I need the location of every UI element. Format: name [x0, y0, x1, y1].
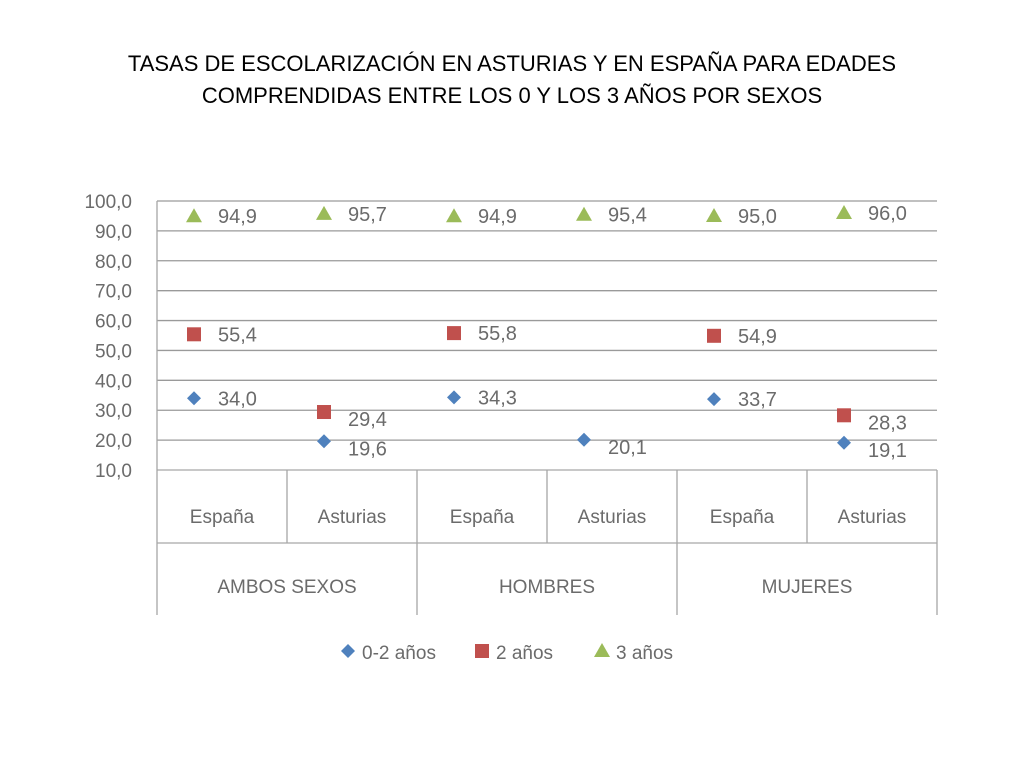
data-label: 94,9	[478, 206, 517, 228]
data-label: 28,3	[868, 412, 907, 434]
x-category-label: España	[710, 507, 775, 528]
data-point	[837, 435, 851, 450]
data-point	[447, 326, 461, 341]
x-group-label: AMBOS SEXOS	[217, 577, 356, 598]
data-label: 34,0	[218, 388, 257, 410]
data-label: 20,1	[608, 437, 647, 459]
y-tick-label: 60,0	[95, 312, 132, 333]
x-category-label: España	[450, 507, 515, 528]
y-tick-label: 90,0	[95, 222, 132, 243]
x-category-label: Asturias	[838, 507, 907, 528]
x-category-label: Asturias	[578, 507, 647, 528]
data-point	[317, 434, 331, 449]
y-tick-label: 80,0	[95, 252, 132, 273]
data-point	[836, 204, 852, 219]
data-point	[317, 405, 331, 420]
data-point	[316, 205, 332, 220]
y-tick-label: 70,0	[95, 282, 132, 303]
data-label: 95,4	[608, 205, 647, 227]
legend-marker	[594, 643, 610, 657]
data-point	[187, 391, 201, 406]
legend-entry: 3 años	[616, 643, 673, 664]
y-tick-label: 40,0	[95, 371, 132, 392]
data-label: 55,4	[218, 324, 257, 346]
data-point	[707, 392, 721, 407]
y-tick-label: 20,0	[95, 431, 132, 452]
data-label: 29,4	[348, 409, 387, 431]
y-tick-label: 50,0	[95, 341, 132, 362]
data-point	[186, 208, 202, 223]
data-point	[577, 432, 591, 447]
y-tick-label: 100,0	[84, 192, 132, 213]
data-point	[837, 408, 851, 423]
data-label: 19,1	[868, 440, 907, 462]
data-label: 34,3	[478, 387, 517, 409]
y-tick-label: 30,0	[95, 401, 132, 422]
data-point	[707, 328, 721, 343]
x-group-label: MUJERES	[762, 577, 853, 598]
data-point	[447, 390, 461, 405]
data-label: 95,0	[738, 206, 777, 228]
data-label: 19,6	[348, 438, 387, 460]
data-label: 95,7	[348, 204, 387, 226]
legend-marker	[475, 644, 489, 658]
legend-marker	[341, 644, 355, 658]
data-point	[706, 207, 722, 222]
data-label: 55,8	[478, 323, 517, 345]
data-label: 94,9	[218, 206, 257, 228]
legend-entry: 2 años	[496, 643, 553, 664]
x-category-label: España	[190, 507, 255, 528]
slide-title-line-1: TASAS DE ESCOLARIZACIÓN EN ASTURIAS Y EN…	[127, 51, 897, 76]
slide-title-line-2: COMPRENDIDAS ENTRE LOS 0 Y LOS 3 AÑOS PO…	[201, 83, 823, 108]
slide-title: TASAS DE ESCOLARIZACIÓN EN ASTURIAS Y EN…	[62, 48, 962, 112]
x-group-label: HOMBRES	[499, 577, 595, 598]
data-point	[187, 327, 201, 342]
x-category-label: Asturias	[318, 507, 387, 528]
data-label: 96,0	[868, 203, 907, 225]
data-label: 54,9	[738, 326, 777, 348]
data-point	[446, 208, 462, 223]
data-label: 33,7	[738, 389, 777, 411]
legend-entry: 0-2 años	[362, 643, 436, 664]
data-point	[576, 206, 592, 221]
y-tick-label: 10,0	[95, 461, 132, 482]
